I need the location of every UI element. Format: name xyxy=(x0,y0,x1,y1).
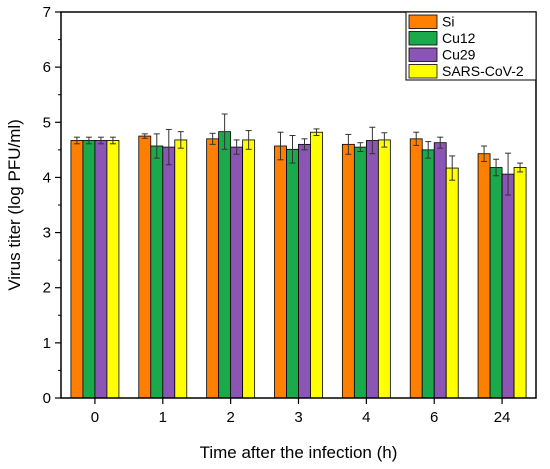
x-tick-label: 24 xyxy=(494,409,511,426)
bar-cu29-6 xyxy=(433,142,447,399)
bar-cu29-24 xyxy=(501,173,515,399)
bar-si-24 xyxy=(477,153,491,399)
x-tick-label: 2 xyxy=(226,409,234,426)
bar-si-3 xyxy=(274,145,287,399)
y-tick-label: 7 xyxy=(43,4,51,21)
y-axis-title: Virus titer (log PFU/ml) xyxy=(5,119,24,291)
legend-swatch xyxy=(408,47,438,62)
y-tick-label: 3 xyxy=(43,225,51,242)
bar-si-4 xyxy=(341,143,355,399)
bar-cu29-4 xyxy=(365,140,379,399)
x-tick-label: 4 xyxy=(362,409,370,426)
bar-cu29-2 xyxy=(230,146,244,399)
legend-swatch xyxy=(408,14,438,29)
y-tick-label: 1 xyxy=(43,335,51,352)
bar-cu12-6 xyxy=(421,149,435,399)
y-tick-label: 0 xyxy=(43,390,51,407)
bar-si-6 xyxy=(409,138,423,399)
legend-label: SARS-CoV-2 xyxy=(442,63,524,79)
y-tick-label: 5 xyxy=(43,114,51,131)
x-tick-label: 1 xyxy=(159,409,167,426)
bar-cu12-1 xyxy=(150,145,164,399)
y-axis: 0 1 2 3 4 5 6 7 xyxy=(43,4,61,407)
legend-swatch xyxy=(408,64,438,79)
bar-sars-cov-2-4 xyxy=(377,139,391,399)
x-tick-label: 6 xyxy=(430,409,438,426)
x-tick-label: 0 xyxy=(91,409,99,426)
bar-cu12-2 xyxy=(218,131,232,399)
y-tick-label: 6 xyxy=(43,59,51,76)
bar-sars-cov-2-0 xyxy=(106,140,120,399)
bar-cu29-1 xyxy=(162,146,176,399)
bar-sars-cov-2-1 xyxy=(174,139,188,399)
bar-cu29-0 xyxy=(94,140,108,399)
bar-si-2 xyxy=(206,138,220,399)
legend-label: Si xyxy=(442,14,454,30)
legend-swatch xyxy=(408,31,438,46)
bar-cu12-24 xyxy=(489,167,503,399)
error-bars-layer xyxy=(73,113,524,196)
bar-cu29-3 xyxy=(298,143,311,399)
legend-label: Cu12 xyxy=(442,30,476,46)
x-axis: 0 1 2 3 4 6 24 xyxy=(91,398,511,426)
bar-sars-cov-2-24 xyxy=(513,167,527,399)
bar-cu12-0 xyxy=(82,140,96,399)
y-tick-label: 4 xyxy=(43,169,51,186)
bar-sars-cov-2-3 xyxy=(310,131,323,399)
bar-cu12-3 xyxy=(286,148,299,399)
legend-label: Cu29 xyxy=(442,47,476,63)
bar-si-0 xyxy=(70,140,84,399)
bar-cu12-4 xyxy=(353,146,367,399)
x-tick-label: 3 xyxy=(294,409,302,426)
bar-sars-cov-2-2 xyxy=(242,139,256,399)
bar-si-1 xyxy=(138,135,152,399)
bars-layer xyxy=(70,131,527,399)
y-tick-label: 2 xyxy=(43,280,51,297)
bar-sars-cov-2-6 xyxy=(445,167,459,399)
x-axis-title: Time after the infection (h) xyxy=(200,443,398,462)
